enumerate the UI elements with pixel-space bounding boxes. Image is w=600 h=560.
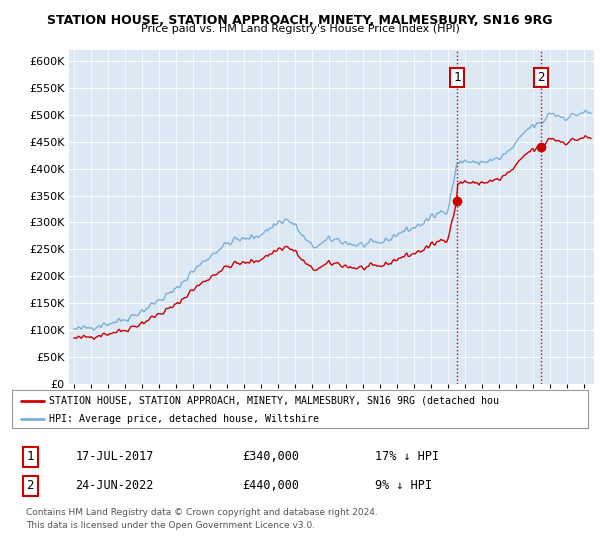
Text: STATION HOUSE, STATION APPROACH, MINETY, MALMESBURY, SN16 9RG (detached hou: STATION HOUSE, STATION APPROACH, MINETY,… (49, 396, 499, 406)
Text: Price paid vs. HM Land Registry's House Price Index (HPI): Price paid vs. HM Land Registry's House … (140, 24, 460, 34)
Text: Contains HM Land Registry data © Crown copyright and database right 2024.
This d: Contains HM Land Registry data © Crown c… (26, 508, 378, 530)
Text: 17% ↓ HPI: 17% ↓ HPI (375, 450, 439, 463)
Text: 24-JUN-2022: 24-JUN-2022 (76, 479, 154, 492)
Text: £340,000: £340,000 (242, 450, 299, 463)
Text: 1: 1 (454, 71, 461, 84)
Text: 1: 1 (26, 450, 34, 463)
Text: £440,000: £440,000 (242, 479, 299, 492)
Text: 2: 2 (537, 71, 545, 84)
Text: 17-JUL-2017: 17-JUL-2017 (76, 450, 154, 463)
Text: 9% ↓ HPI: 9% ↓ HPI (375, 479, 432, 492)
Text: 2: 2 (26, 479, 34, 492)
Text: STATION HOUSE, STATION APPROACH, MINETY, MALMESBURY, SN16 9RG: STATION HOUSE, STATION APPROACH, MINETY,… (47, 14, 553, 27)
Text: HPI: Average price, detached house, Wiltshire: HPI: Average price, detached house, Wilt… (49, 414, 319, 424)
